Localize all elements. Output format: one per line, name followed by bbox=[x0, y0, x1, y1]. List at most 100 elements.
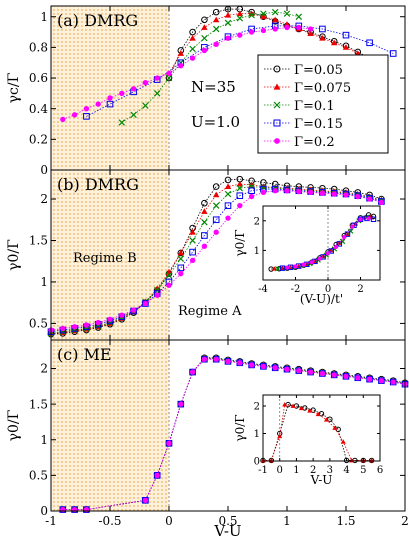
data-point bbox=[201, 47, 208, 54]
x-tick-label: -0.5 bbox=[98, 514, 121, 528]
data-point bbox=[236, 192, 244, 200]
data-point bbox=[189, 228, 196, 235]
x-tick-label: 1 bbox=[283, 514, 291, 528]
data-point bbox=[260, 10, 267, 17]
data-point bbox=[331, 372, 337, 378]
legend-marker bbox=[273, 65, 281, 73]
data-point bbox=[83, 106, 90, 112]
data-point bbox=[178, 63, 184, 69]
x-tick-label: -1 bbox=[258, 465, 268, 476]
legend-entry: Γ=0.15 bbox=[264, 117, 343, 132]
data-point bbox=[71, 324, 78, 330]
data-point bbox=[315, 411, 321, 417]
data-point bbox=[342, 31, 350, 39]
data-point bbox=[318, 411, 325, 417]
data-point bbox=[118, 119, 126, 126]
data-point bbox=[271, 8, 279, 16]
data-point bbox=[212, 183, 220, 190]
data-point bbox=[340, 439, 346, 444]
y-axis-label: γ0/Γ bbox=[6, 409, 22, 441]
data-point bbox=[224, 183, 232, 190]
legend-label: Γ=0.075 bbox=[294, 81, 351, 96]
data-point bbox=[389, 378, 397, 386]
data-point bbox=[201, 208, 208, 214]
data-point bbox=[328, 248, 334, 254]
data-point bbox=[330, 39, 338, 46]
data-point bbox=[201, 24, 208, 30]
data-point bbox=[130, 111, 137, 119]
data-point bbox=[106, 100, 114, 108]
data-point bbox=[201, 199, 208, 207]
data-point bbox=[277, 433, 283, 439]
data-point bbox=[177, 400, 185, 408]
data-point bbox=[296, 24, 302, 31]
data-point bbox=[142, 102, 149, 109]
data-point bbox=[225, 35, 231, 41]
plot-area bbox=[263, 395, 380, 461]
data-point bbox=[95, 101, 101, 107]
data-point bbox=[224, 11, 232, 18]
data-point bbox=[271, 16, 279, 23]
data-point bbox=[201, 34, 208, 42]
y-tick-label: 0 bbox=[40, 504, 48, 518]
data-point bbox=[290, 403, 296, 408]
data-point bbox=[307, 408, 313, 413]
data-point bbox=[236, 10, 244, 17]
y-tick-label: 0.5 bbox=[29, 469, 48, 483]
series-4 bbox=[279, 215, 377, 271]
data-point bbox=[330, 371, 338, 379]
x-tick-label: 0 bbox=[325, 284, 331, 295]
data-point bbox=[378, 199, 385, 206]
data-point bbox=[319, 370, 326, 377]
x-tick-label: 2 bbox=[310, 465, 316, 476]
y-axis-label: γ0/Γ bbox=[233, 229, 247, 256]
data-point bbox=[336, 241, 343, 247]
data-point bbox=[358, 217, 363, 222]
series-line bbox=[62, 27, 311, 120]
y-tick-label: 1 bbox=[40, 275, 48, 289]
series-5 bbox=[60, 24, 314, 123]
legend-box bbox=[257, 54, 389, 154]
data-point bbox=[119, 90, 125, 97]
legend-label: Γ=0.2 bbox=[294, 135, 335, 150]
x-axis-label: V-U bbox=[213, 522, 241, 540]
x-axis-label: V-U bbox=[310, 473, 333, 487]
data-point bbox=[224, 19, 232, 27]
shaded-region bbox=[51, 340, 169, 511]
data-point bbox=[366, 196, 373, 202]
y-tick-label: 1 bbox=[40, 10, 48, 24]
data-point bbox=[201, 243, 208, 249]
data-point bbox=[189, 368, 196, 376]
data-point bbox=[142, 79, 149, 86]
data-point bbox=[298, 405, 304, 411]
data-point bbox=[319, 25, 326, 33]
data-point bbox=[107, 316, 113, 322]
x-tick-label: 4 bbox=[343, 465, 349, 476]
data-point bbox=[342, 44, 350, 50]
data-point bbox=[284, 366, 290, 372]
data-point bbox=[248, 183, 255, 190]
data-point bbox=[325, 251, 331, 256]
panel-label: (a) DMRG bbox=[57, 11, 138, 30]
x-tick-label: 6 bbox=[377, 465, 383, 476]
x-tick-label: 2 bbox=[357, 284, 363, 295]
data-point bbox=[119, 312, 125, 318]
data-point bbox=[189, 237, 196, 244]
data-point bbox=[319, 370, 326, 377]
data-point bbox=[201, 16, 208, 24]
data-point bbox=[248, 362, 255, 368]
data-point bbox=[378, 377, 385, 384]
data-point bbox=[153, 472, 161, 479]
y-tick-label: 2 bbox=[40, 362, 48, 376]
data-point bbox=[71, 112, 78, 118]
data-point bbox=[237, 202, 243, 209]
data-point bbox=[83, 506, 90, 513]
data-point bbox=[166, 282, 172, 288]
data-point bbox=[307, 26, 314, 32]
x-tick-label: 3 bbox=[327, 465, 333, 476]
data-point bbox=[284, 188, 290, 194]
data-point bbox=[293, 264, 298, 269]
data-point bbox=[212, 8, 220, 16]
y-tick-label: 0 bbox=[254, 457, 260, 468]
data-point bbox=[370, 216, 377, 223]
